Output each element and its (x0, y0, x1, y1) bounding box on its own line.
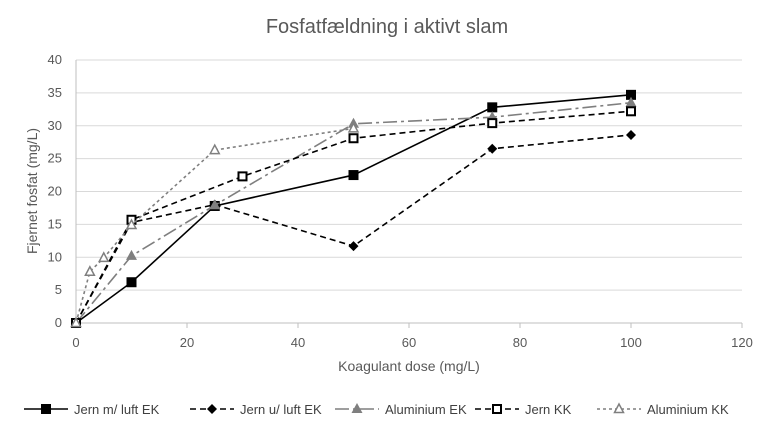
legend: Jern m/ luft EK Jern u/ luft EK Aluminium … (24, 402, 729, 417)
series-line (75, 110, 632, 324)
y-tick-label: 5 (55, 282, 62, 297)
data-point (126, 277, 137, 288)
x-tick-label: 60 (402, 335, 416, 350)
legend-label: Jern KK (525, 402, 572, 417)
y-tick-label: 0 (55, 315, 62, 330)
data-point (626, 106, 636, 117)
y-tick-label: 40 (48, 52, 62, 67)
data-point (98, 251, 110, 263)
legend-label: Aluminium EK (385, 402, 467, 417)
x-tick-label: 20 (180, 335, 194, 350)
series-line (75, 127, 354, 324)
data-point (347, 121, 360, 133)
data-point (487, 102, 498, 113)
y-tick-label: 10 (48, 249, 62, 264)
data-point (626, 129, 636, 140)
data-point (84, 265, 96, 276)
legend-label: Jern m/ luft EK (74, 402, 160, 417)
x-tick-label: 100 (620, 335, 642, 350)
y-tick-label: 15 (48, 216, 62, 231)
axes (75, 60, 743, 328)
gridlines (76, 59, 742, 291)
data-point (492, 404, 502, 414)
y-axis-title: Fjernet fosfat (mg/L) (24, 128, 40, 254)
data-point (209, 199, 221, 210)
legend-label: Jern u/ luft EK (240, 402, 322, 417)
series-2 (71, 129, 636, 328)
series-line (75, 101, 632, 324)
data-point (41, 404, 51, 414)
data-point (348, 241, 359, 252)
data-point (70, 316, 82, 328)
x-tick-label: 0 (72, 335, 79, 350)
data-point (625, 96, 637, 107)
data-point (125, 218, 138, 230)
y-tick-labels: 0 5 10 15 20 25 30 35 40 (48, 52, 62, 330)
series-layer (70, 89, 637, 328)
data-point (487, 143, 498, 154)
legend-item: Jern m/ luft EK (24, 402, 160, 417)
data-point (237, 171, 248, 182)
y-tick-label: 30 (48, 118, 62, 133)
data-point (126, 249, 137, 260)
data-point (207, 404, 217, 414)
x-tick-labels: 0 20 40 60 80 100 120 (72, 335, 752, 350)
x-tick-label: 120 (731, 335, 753, 350)
data-point (209, 143, 221, 155)
data-point (351, 403, 363, 413)
y-tick-label: 20 (48, 184, 62, 199)
y-tick-label: 35 (48, 85, 62, 100)
data-point (348, 133, 359, 144)
series-line (75, 94, 632, 324)
chart-title: Fosfatfældning i aktivt slam (266, 16, 508, 38)
series-line (75, 134, 632, 324)
legend-item: Jern u/ luft EK (190, 402, 322, 417)
data-point (487, 118, 498, 129)
legend-item: Aluminium KK (597, 402, 729, 417)
x-tick-label: 80 (513, 335, 527, 350)
y-tick-label: 25 (48, 151, 62, 166)
legend-item: Aluminium EK (335, 402, 467, 417)
series-3 (70, 96, 637, 327)
series-5 (70, 121, 360, 328)
x-tick-label: 40 (291, 335, 305, 350)
data-point (626, 89, 636, 100)
data-point (348, 170, 359, 181)
legend-item: Jern KK (475, 402, 572, 417)
legend-label: Aluminium KK (647, 402, 729, 417)
data-point (613, 402, 625, 414)
x-axis-title: Koagulant dose (mg/L) (338, 358, 480, 374)
